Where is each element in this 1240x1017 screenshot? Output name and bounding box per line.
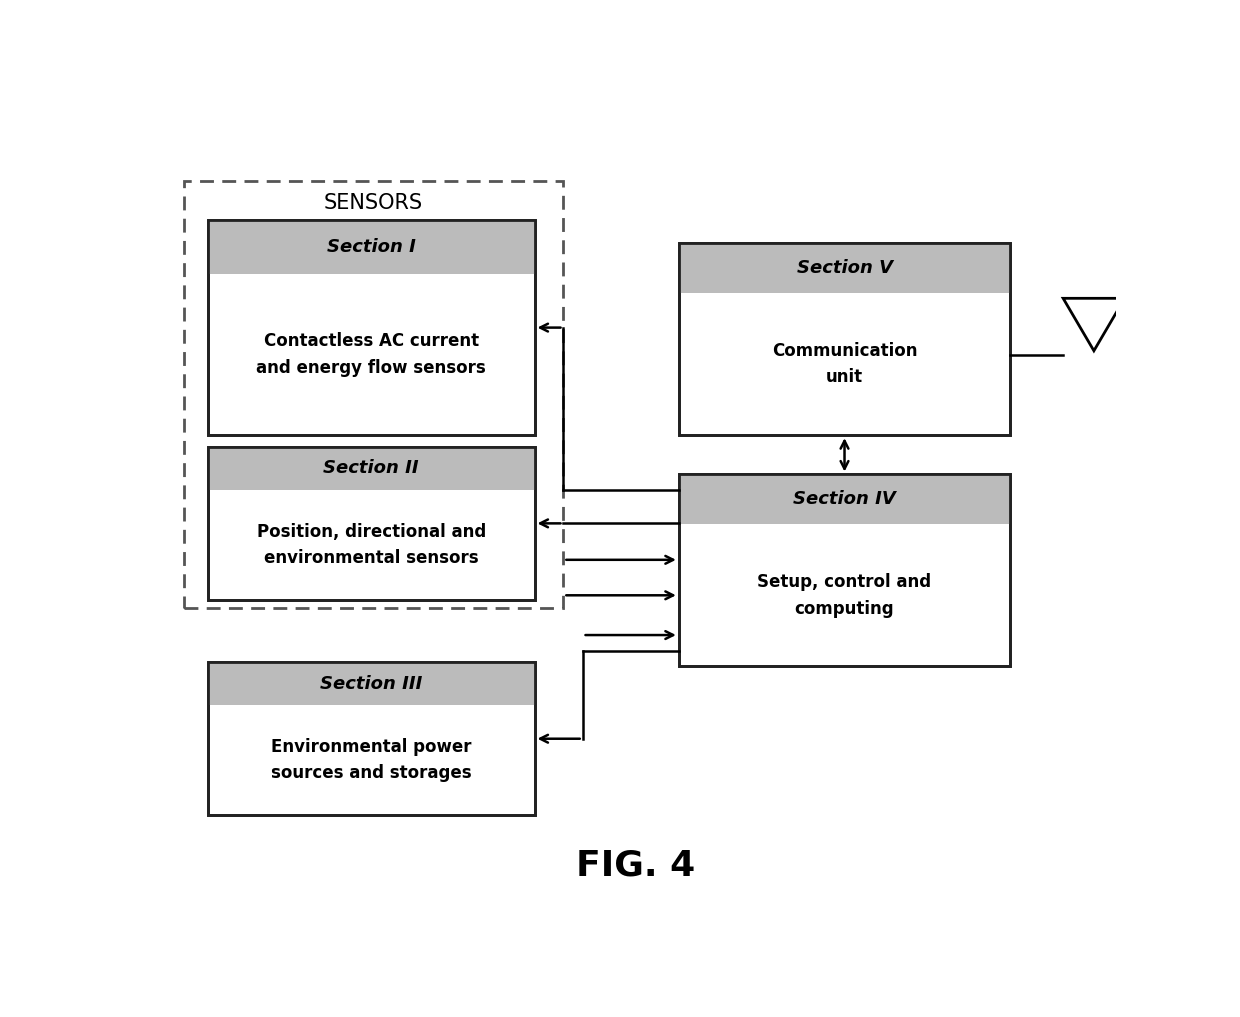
Bar	[208, 220, 534, 435]
Text: FIG. 4: FIG. 4	[575, 849, 696, 883]
Bar	[678, 474, 1011, 666]
Bar	[678, 474, 1011, 525]
Text: Setup, control and
computing: Setup, control and computing	[758, 574, 931, 617]
Text: Section I: Section I	[327, 238, 415, 256]
Text: Section IV: Section IV	[794, 490, 895, 508]
Bar	[678, 243, 1011, 435]
Bar	[678, 243, 1011, 435]
Text: Section II: Section II	[324, 460, 419, 477]
Text: Section III: Section III	[320, 674, 423, 693]
Bar	[208, 662, 534, 815]
Bar	[208, 447, 534, 600]
Bar	[678, 243, 1011, 293]
Bar	[184, 181, 563, 607]
Bar	[208, 447, 534, 600]
Text: Position, directional and
environmental sensors: Position, directional and environmental …	[257, 523, 486, 566]
Bar	[208, 662, 534, 815]
Bar	[208, 220, 534, 274]
Text: Contactless AC current
and energy flow sensors: Contactless AC current and energy flow s…	[257, 333, 486, 376]
Text: Environmental power
sources and storages: Environmental power sources and storages	[270, 738, 471, 782]
Bar	[208, 220, 534, 435]
Bar	[208, 662, 534, 705]
Text: Communication
unit: Communication unit	[771, 342, 918, 386]
Bar	[208, 447, 534, 490]
Text: SENSORS: SENSORS	[324, 192, 423, 213]
Text: Section V: Section V	[796, 259, 893, 278]
Bar	[678, 474, 1011, 666]
